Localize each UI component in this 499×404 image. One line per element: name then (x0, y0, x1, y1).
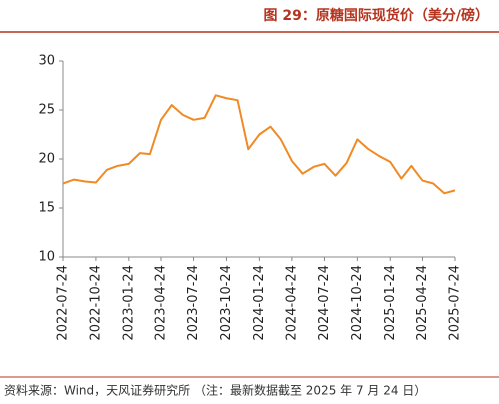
y-tick-label: 20 (38, 152, 55, 167)
x-tick-label: 2022-07-24 (56, 265, 71, 341)
source-note: 资料来源：Wind，天风证券研究所 （注：最新数据截至 2025 年 7 月 2… (4, 383, 426, 398)
x-tick-label: 2025-04-24 (415, 265, 430, 341)
y-tick-label: 30 (38, 54, 55, 69)
x-tick-label: 2025-01-24 (383, 265, 398, 341)
x-tick-label: 2024-07-24 (317, 265, 332, 341)
series-line (62, 94, 456, 195)
x-tick-label: 2022-10-24 (88, 265, 103, 341)
x-tick-label: 2023-10-24 (219, 265, 234, 341)
x-tick-label: 2023-01-24 (121, 265, 136, 341)
chart-title: 图 29：原糖国际现货价（美分/磅） (264, 7, 489, 24)
y-tick-label: 25 (38, 103, 55, 118)
y-tick-label: 15 (38, 201, 55, 216)
x-tick-label: 2024-04-24 (284, 265, 299, 341)
x-tick-label: 2023-07-24 (186, 265, 201, 341)
y-tick-label: 10 (38, 250, 55, 265)
x-tick-label: 2023-04-24 (154, 265, 169, 341)
x-tick-label: 2025-07-24 (448, 265, 463, 341)
x-tick-label: 2024-10-24 (350, 265, 365, 341)
x-tick-label: 2024-01-24 (252, 265, 267, 341)
